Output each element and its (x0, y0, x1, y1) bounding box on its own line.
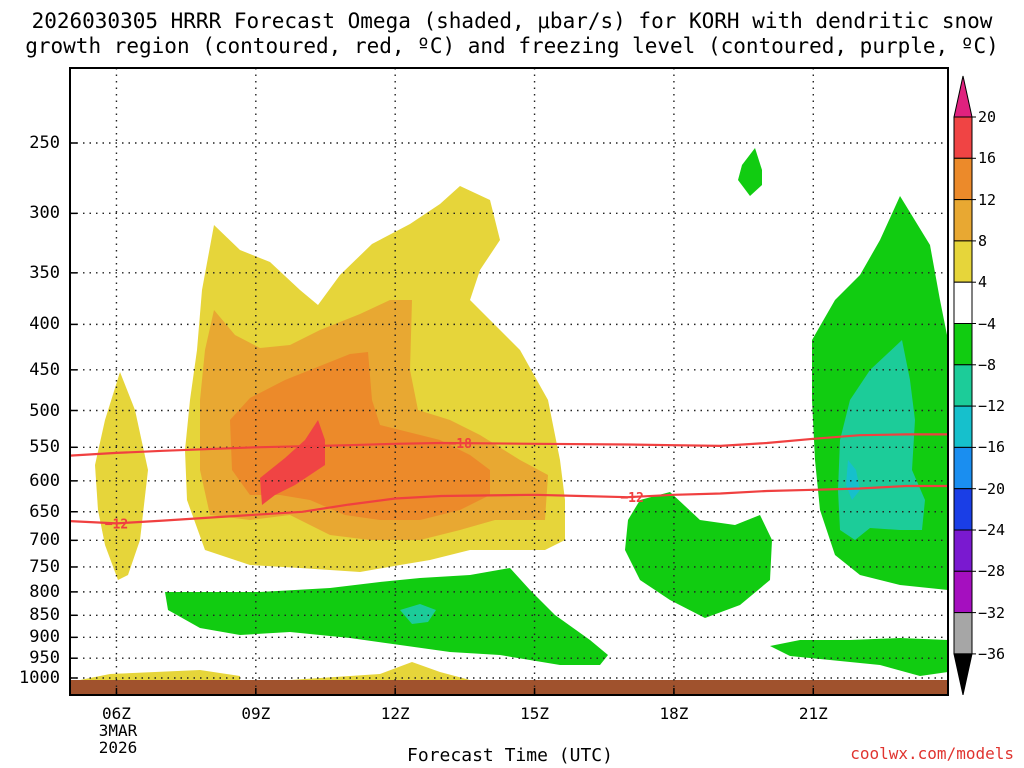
y-tick-label: 550 (29, 437, 60, 458)
colorbar-band (953, 405, 973, 448)
y-tick-label: 250 (29, 133, 60, 153)
omega-neg4-neg8-lowlevel (165, 568, 608, 665)
x-tick-label: 09Z (241, 704, 271, 723)
colorbar-band (953, 612, 973, 655)
x-axis-title: Forecast Time (UTC) (407, 745, 613, 766)
x-tick-label: 18Z (659, 704, 689, 723)
omega-neg4-neg8-18z (625, 492, 772, 618)
omega-16-20 (260, 420, 325, 505)
omega-4-8-surface-2 (290, 662, 470, 680)
colorbar-band (953, 446, 973, 490)
colorbar-band (953, 240, 973, 283)
x-tick-label: 15Z (520, 704, 549, 723)
x-tick-label: 12Z (380, 704, 410, 723)
colorbar-band (953, 570, 973, 614)
y-tick-label: 300 (29, 203, 60, 224)
plot-frame (69, 67, 949, 696)
isotherm-lines: −18 −12 −12 (70, 433, 948, 532)
colorbar-label: 8 (978, 231, 988, 250)
colorbar-band (953, 281, 973, 325)
y-tick-label: 1000 (19, 668, 60, 688)
x-tick-label: 21Z (798, 704, 828, 723)
isotherm-label: −12 (620, 491, 643, 506)
colorbar-band (953, 529, 973, 572)
date-label-year: 2026 (98, 738, 138, 757)
credit-link[interactable]: coolwx.com/models (850, 744, 1014, 763)
date-label-month: 3MAR (98, 721, 138, 740)
colorbar-label: −16 (978, 438, 1006, 457)
isotherm-label: −12 (105, 517, 128, 532)
isotherm-line (70, 433, 948, 457)
colorbar-label: 20 (978, 108, 997, 126)
x-tick-label: 06Z (102, 704, 131, 723)
colorbar-label: 16 (978, 149, 997, 168)
grid-lines (70, 68, 948, 695)
colorbar-band (953, 323, 973, 366)
omega-shading (70, 148, 948, 695)
y-tick-label: 850 (29, 605, 60, 626)
colorbar-label: −24 (978, 521, 1006, 539)
colorbar-band (953, 116, 973, 159)
y-tick-label: 700 (29, 530, 60, 551)
isotherm-label: −18 (448, 437, 472, 452)
omega-4-8-west (95, 372, 148, 580)
y-tick-label: 950 (29, 648, 60, 669)
terrain-band (70, 680, 948, 695)
colorbar-label: −28 (978, 562, 1006, 581)
y-tick-label: 450 (29, 359, 60, 380)
chart-title-line-1: 2026030305 HRRR Forecast Omega (shaded, … (31, 9, 993, 33)
y-tick-label: 800 (29, 581, 60, 602)
colorbar-label: −20 (978, 479, 1006, 498)
omega-neg8-neg12-spot (400, 604, 436, 624)
colorbar-band (953, 199, 973, 242)
omega-4-8-surface-1 (80, 670, 240, 682)
omega-neg4-neg8-surface-east (770, 638, 948, 676)
y-tick-label: 350 (29, 262, 60, 283)
colorbar-label: −12 (978, 397, 1006, 416)
isotherm-line (70, 484, 948, 525)
colorbar-bottom-arrow (953, 653, 973, 696)
colorbar-label: −8 (978, 355, 997, 374)
colorbar-label: 4 (978, 273, 988, 292)
y-tick-label: 500 (29, 400, 60, 421)
y-tick-label: 400 (29, 314, 60, 335)
colorbar-band (953, 157, 973, 201)
colorbar-label: −36 (978, 644, 1006, 663)
y-tick-label: 750 (29, 556, 60, 577)
colorbar-label: −32 (978, 603, 1006, 622)
chart-title-line-2: growth region (contoured, red, ºC) and f… (25, 34, 999, 58)
omega-neg12-neg16-spot (846, 460, 860, 500)
omega-neg4-neg8-cell-upper (738, 148, 762, 196)
colorbar-label: 12 (978, 190, 997, 209)
y-tick-label: 650 (29, 501, 60, 522)
y-tick-label: 900 (29, 627, 60, 648)
colorbar-band (953, 488, 973, 531)
colorbar (953, 75, 976, 696)
colorbar-band (953, 364, 973, 407)
colorbar-top-arrow (953, 75, 973, 118)
colorbar-label: −4 (978, 314, 997, 333)
y-tick-label: 600 (29, 470, 60, 491)
